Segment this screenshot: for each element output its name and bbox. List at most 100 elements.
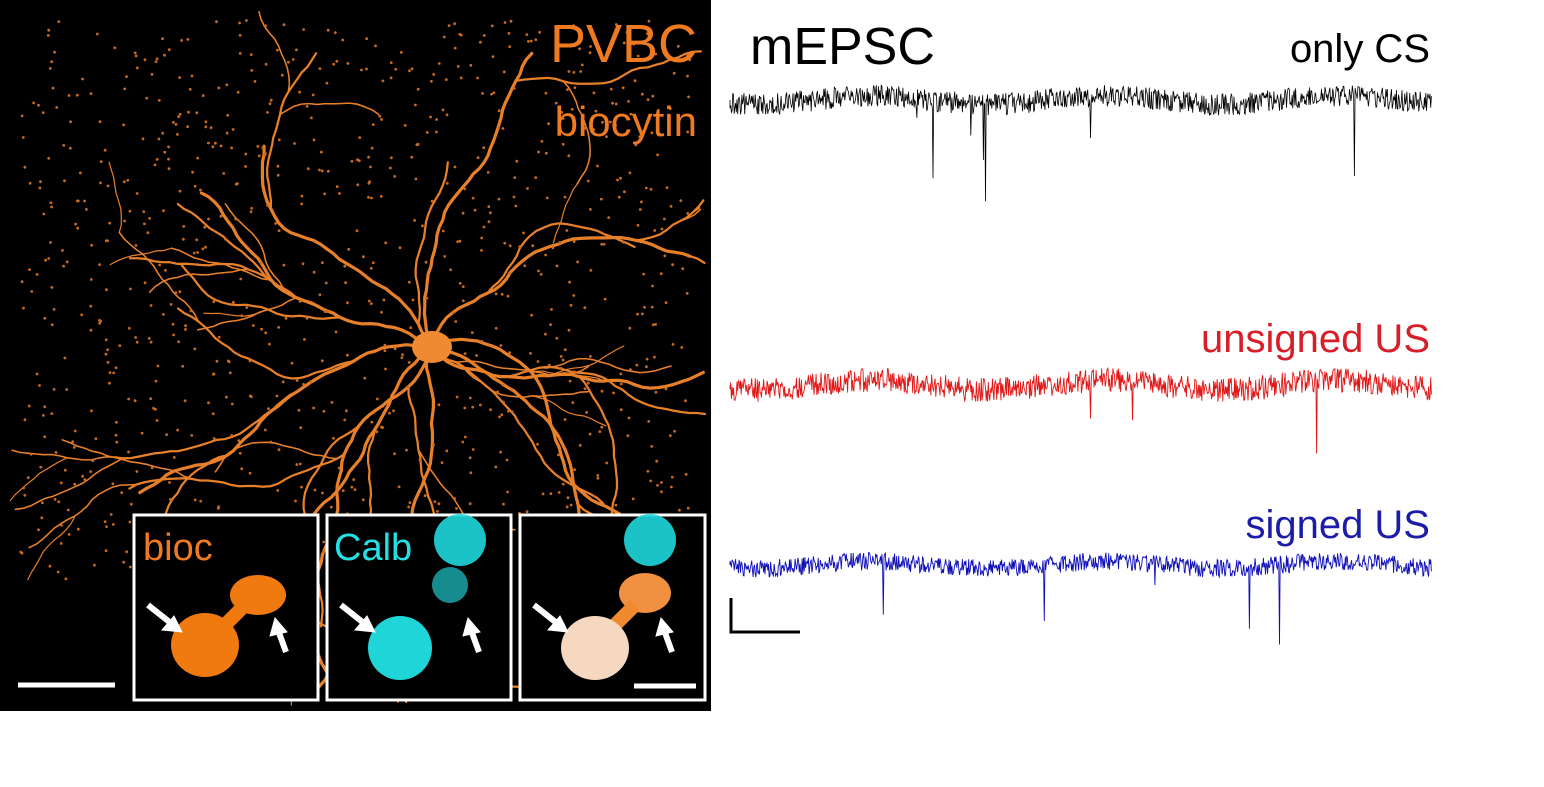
bouton-dot (383, 349, 387, 353)
bouton-dot (355, 229, 359, 233)
bouton-dot (567, 328, 571, 332)
bouton-dot (209, 126, 213, 130)
bouton-dot (95, 32, 99, 36)
bouton-dot (172, 333, 176, 337)
bouton-dot (408, 501, 412, 504)
bouton-dot (163, 150, 167, 154)
bouton-dot (184, 328, 187, 331)
bouton-dot (232, 300, 235, 304)
bouton-dot (219, 214, 223, 218)
bouton-dot (341, 489, 345, 493)
bouton-dot (62, 264, 65, 268)
bouton-dot (527, 40, 530, 43)
bouton-dot (217, 86, 221, 90)
bouton-dot (324, 281, 328, 285)
bouton-dot (154, 379, 158, 383)
bouton-dot (573, 86, 577, 89)
bouton-dot (104, 338, 108, 342)
bouton-dot (436, 510, 439, 513)
bouton-dot (120, 491, 124, 495)
bouton-dot (671, 343, 675, 346)
bouton-dot (157, 99, 161, 102)
bouton-dot (90, 243, 93, 247)
bouton-dot (238, 33, 242, 37)
current-trace (729, 84, 1432, 202)
bouton-dot (537, 269, 540, 273)
bouton-dot (494, 465, 498, 469)
bouton-dot (453, 165, 457, 169)
bouton-dot (204, 120, 208, 124)
bouton-dot (123, 219, 126, 223)
bouton-dot (453, 497, 456, 500)
bouton-dot (98, 263, 101, 266)
bouton-dot (193, 347, 197, 351)
bouton-dot (23, 418, 27, 422)
bouton-dot (367, 195, 370, 199)
bouton-dot (571, 401, 575, 404)
bouton-dot (489, 408, 492, 412)
bouton-dot (287, 60, 290, 64)
bouton-dot (389, 166, 392, 170)
bouton-dot (63, 179, 66, 183)
bouton-dot (284, 316, 288, 320)
soma (412, 331, 452, 363)
bouton-dot (499, 344, 503, 347)
bouton-dot (670, 475, 674, 479)
bouton-dot (369, 302, 373, 305)
bouton-dot (541, 492, 545, 496)
bouton-dot (443, 255, 447, 258)
bouton-dot (578, 444, 582, 447)
bouton-dot (81, 474, 84, 478)
bouton-dot (569, 303, 573, 307)
bouton-dot (50, 323, 54, 327)
bouton-dot (214, 141, 217, 145)
bouton-dot (321, 491, 324, 495)
bouton-dot (459, 76, 463, 80)
bouton-dot (263, 428, 267, 432)
bouton-dot (379, 195, 383, 198)
bouton-dot (572, 24, 576, 27)
bouton-dot (177, 340, 181, 344)
bouton-dot (326, 169, 330, 173)
bouton-dot (494, 326, 498, 330)
bouton-dot (135, 470, 139, 473)
bouton-dot (660, 227, 664, 231)
bouton-dot (183, 399, 187, 403)
bouton-dot (394, 67, 398, 71)
bouton-dot (114, 433, 118, 437)
bouton-dot (471, 196, 475, 200)
trace-label: only CS (1290, 27, 1430, 71)
bouton-dot (463, 187, 467, 191)
bouton-dot (245, 19, 248, 22)
bouton-dot (645, 365, 648, 369)
bouton-dot (512, 87, 516, 90)
bouton-dot (502, 400, 505, 404)
bouton-dot (559, 355, 563, 358)
bouton-dot (35, 372, 39, 376)
bouton-dot (451, 311, 455, 314)
bouton-dot (583, 387, 587, 390)
bouton-dot (536, 442, 539, 446)
bouton-dot (141, 137, 145, 141)
bouton-dot (251, 324, 255, 327)
dendrite (635, 199, 705, 242)
bouton-dot (32, 101, 35, 105)
bouton-dot (388, 411, 391, 415)
bouton-dot (643, 305, 646, 309)
bouton-dot (326, 28, 330, 32)
bouton-dot (651, 284, 654, 288)
bouton-dot (161, 37, 165, 41)
bouton-dot (155, 57, 159, 61)
bouton-dot (631, 497, 635, 501)
bouton-dot (353, 488, 357, 491)
bouton-dot (625, 31, 629, 34)
bouton-dot (23, 493, 27, 497)
bouton-dot (174, 291, 178, 294)
bouton-dot (39, 180, 42, 184)
bouton-dot (489, 211, 492, 215)
bouton-dot (63, 468, 67, 472)
bouton-dot (358, 136, 362, 140)
bouton-dot (623, 190, 626, 194)
bouton-dot (181, 364, 185, 368)
bouton-dot (605, 461, 609, 465)
